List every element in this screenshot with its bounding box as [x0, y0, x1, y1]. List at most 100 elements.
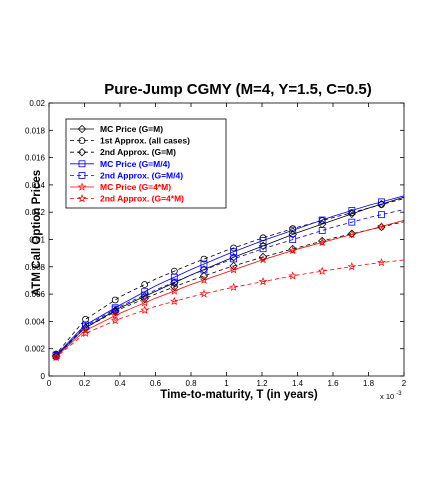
x-tick-label: 1.8	[363, 379, 375, 388]
data-point-s3-7	[259, 237, 267, 244]
data-point-s2-5	[199, 271, 209, 281]
data-point-s5-7	[258, 255, 268, 264]
x-multiplier-base: x 10	[380, 392, 394, 401]
data-point-s5-10	[347, 229, 357, 239]
x-multiplier-exponent: -3	[396, 391, 402, 397]
series-line-5	[54, 220, 405, 359]
axis-ticks: 0 0.2 0.4 0.6 0.8 1 1.2 1.4 1.6 1.8 2 0 0.002 0.004 0.…	[25, 99, 407, 388]
legend-marker-3	[78, 160, 86, 168]
x-tick-label: 0.2	[79, 379, 91, 388]
data-point-s0-2	[111, 306, 120, 315]
y-tick-label: 0.004	[25, 317, 46, 326]
x-tick-label: 1.2	[256, 379, 268, 388]
data-point-s2-9	[318, 236, 327, 246]
series-line-2	[54, 221, 405, 359]
legend-entry-label: 2nd Approx. (G=M/4)	[100, 170, 183, 180]
y-tick-label: 0	[41, 372, 46, 381]
x-multiplier-label: x 10 -3	[380, 391, 402, 401]
data-point-s4-4	[170, 278, 178, 286]
data-point-s3-11	[378, 198, 385, 206]
x-tick-label: 0.4	[114, 379, 126, 388]
y-tick-label: 0.018	[25, 126, 46, 135]
data-point-s2-3	[140, 294, 149, 303]
data-point-s1-6	[230, 244, 238, 252]
data-point-s2-8	[288, 244, 297, 254]
y-tick-label: 0.02	[29, 99, 45, 108]
data-point-s4-7	[259, 245, 267, 253]
series-line-0	[54, 196, 405, 358]
x-tick-label: 1.6	[327, 379, 339, 388]
data-point-s0-7	[258, 241, 268, 251]
y-tick-label: 0.002	[25, 345, 46, 354]
series-markers	[51, 198, 386, 362]
y-tick-label: 0.012	[25, 208, 46, 217]
legend-entry-label: MC Price (G=4*M)	[100, 182, 171, 192]
x-tick-label: 0.8	[185, 379, 197, 388]
x-axis-label: Time-to-maturity, T (in years)	[160, 389, 318, 401]
legend-marker-1	[78, 137, 86, 145]
legend: MC Price (G=M)1st Approx. (all cases)2nd…	[65, 118, 227, 209]
legend-entry-label: 2nd Approx. (G=4*M)	[100, 194, 184, 204]
chart-title: Pure-Jump CGMY (M=4, Y=1.5, C=0.5)	[104, 81, 371, 98]
data-point-s2-1	[81, 323, 90, 332]
legend-marker-5	[77, 182, 87, 191]
data-point-s4-10	[348, 218, 356, 226]
data-point-s1-1	[82, 315, 89, 323]
data-point-s5-8	[288, 245, 298, 255]
x-tick-label: 0.6	[150, 379, 162, 388]
series-line-1	[54, 198, 405, 357]
data-point-s0-0	[51, 351, 61, 361]
data-point-s3-8	[289, 226, 297, 234]
series-line-3	[54, 195, 405, 358]
data-point-s0-4	[170, 278, 179, 287]
data-point-s3-10	[348, 207, 356, 214]
x-tick-label: 0	[47, 379, 52, 388]
data-point-s1-3	[141, 281, 149, 288]
data-point-s4-9	[318, 227, 326, 234]
legend-entry-label: MC Price (G=M)	[100, 124, 163, 134]
data-point-s1-5	[200, 255, 208, 263]
data-point-s4-8	[289, 236, 297, 244]
data-point-s6-11	[377, 257, 386, 267]
data-point-s5-1	[81, 325, 90, 335]
data-point-s5-5	[199, 275, 209, 284]
x-tick-label: 2	[402, 379, 407, 388]
data-point-s6-6	[229, 282, 238, 292]
data-point-s6-10	[347, 262, 357, 271]
data-point-s3-9	[318, 216, 326, 224]
data-point-s0-11	[377, 199, 386, 209]
legend-marker-4	[78, 171, 86, 179]
data-point-s6-9	[317, 266, 327, 275]
data-point-s0-10	[347, 209, 356, 219]
series-line-4	[54, 209, 405, 358]
data-point-s6-2	[110, 316, 120, 325]
data-point-s5-9	[317, 237, 327, 247]
data-point-s6-4	[169, 296, 179, 306]
data-point-s2-4	[170, 282, 179, 292]
legend-entry-label: MC Price (G=M/4)	[100, 159, 170, 169]
y-tick-label: 0.014	[25, 181, 46, 190]
data-point-s6-1	[81, 328, 90, 337]
y-tick-label: 0.016	[25, 154, 46, 163]
y-tick-label: 0.006	[25, 290, 46, 299]
legend-entry-label: 2nd Approx. (G=M)	[100, 147, 176, 157]
data-point-s5-6	[229, 265, 238, 274]
data-point-s5-4	[169, 286, 179, 295]
legend-marker-2	[77, 148, 87, 157]
series-line-6	[54, 259, 405, 360]
data-point-s3-6	[230, 248, 238, 256]
series-lines	[54, 195, 405, 360]
data-point-s4-5	[200, 266, 208, 274]
y-axis-label: ATM Call Option Prices	[31, 170, 43, 296]
data-point-s1-2	[111, 296, 119, 304]
data-point-s4-6	[230, 255, 238, 263]
legend-marker-0	[77, 124, 87, 134]
data-point-s6-0	[51, 352, 61, 362]
data-point-s5-11	[377, 221, 386, 231]
legend-marker-6	[77, 193, 87, 203]
legend-entry-label: 1st Approx. (all cases)	[100, 136, 190, 146]
data-point-s2-6	[229, 261, 238, 271]
data-point-s3-4	[170, 273, 178, 281]
data-point-s6-7	[258, 277, 268, 286]
